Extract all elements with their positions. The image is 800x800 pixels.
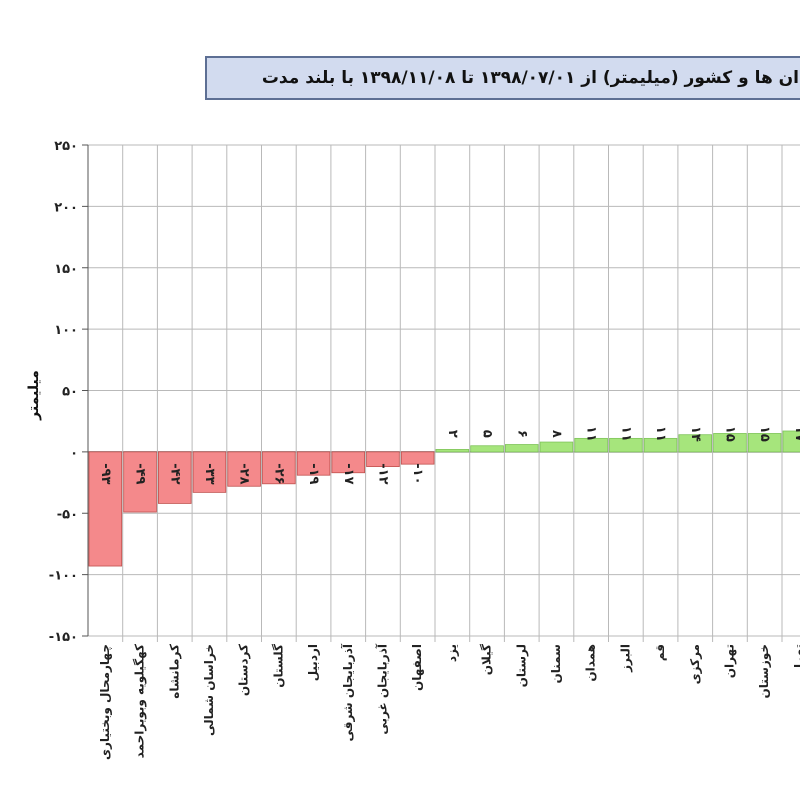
bar (400, 451, 435, 465)
y-tick-label: ۲۵۰ (54, 139, 78, 154)
category-label: اردبیل (306, 644, 320, 681)
bar (331, 451, 365, 474)
category-label: آذربایجان شرقی (340, 643, 355, 741)
y-tick-label: ۱۵۰ (54, 262, 78, 277)
category-label: یزد (445, 644, 459, 662)
bar (713, 433, 747, 453)
data-label: -۱۰ (410, 463, 425, 484)
data-label: -۲۸ (237, 463, 252, 484)
y-tick-label: -۱۰۰ (49, 569, 78, 584)
data-label: -۹۳ (98, 463, 113, 484)
category-label: سمنان (549, 644, 563, 684)
bar (88, 451, 123, 567)
data-label: -۳۳ (202, 463, 217, 484)
bar (782, 430, 800, 453)
category-label: خراسان شمالی (202, 644, 216, 736)
bar (747, 433, 782, 453)
category-label: همدان (584, 644, 598, 682)
category-label: کردستان (237, 644, 251, 696)
data-label: ۱۵ (757, 426, 772, 442)
bar (539, 441, 574, 453)
bar (227, 451, 261, 487)
bar (435, 449, 470, 453)
category-label: کهگیلویه وبویراحمد (133, 644, 148, 758)
data-label: ۵ (480, 430, 495, 438)
data-label: -۱۹ (306, 463, 321, 484)
data-label: ۱۱ (584, 426, 599, 442)
bar (574, 437, 608, 453)
category-label: اصفهان (410, 644, 424, 691)
data-label: ۱۷ (792, 426, 800, 442)
data-label: -۱۷ (341, 463, 356, 484)
data-label: ۱۱ (653, 426, 668, 442)
bar (123, 451, 157, 513)
category-label: چهارمحال وبختیاری (98, 644, 113, 760)
data-label: ۱۵ (722, 426, 737, 442)
bars (88, 430, 800, 567)
data-labels: -۹۳ -۴۹ -۴۲ -۳۳ -۲۸ -۲۶ -۱۹ -۱۷ -۱۲ -۱۰ ۲ ۵ ۶ ۸ ۱۱ ۱۱ ۱۱… (98, 426, 800, 485)
category-label: تهران (722, 644, 736, 678)
category-label: گیلان (480, 644, 494, 675)
bar (296, 451, 331, 476)
bar (366, 451, 400, 468)
category-label: آذربایجان غربی (374, 643, 389, 734)
y-tick-label: ۵۰ (62, 385, 78, 400)
y-tick-label: ۱۰۰ (54, 323, 78, 338)
data-label: -۱۲ (375, 463, 390, 484)
category-label: کرمانشاه (167, 644, 181, 699)
bar (678, 434, 713, 453)
category-label: خوزستان (757, 644, 772, 699)
category-label: لرستان (514, 644, 528, 687)
bar (192, 451, 227, 493)
category-labels: چهارمحال وبختیاری کهگیلویه وبویراحمد کرمان… (98, 643, 800, 760)
gridlines (82, 144, 800, 642)
data-label: -۲۶ (271, 463, 286, 484)
category-label: مرکزی (688, 644, 702, 684)
bar (157, 451, 192, 504)
y-tick-labels: -۱۵۰ -۱۰۰ -۵۰ ۰ ۵۰ ۱۰۰ ۱۵۰ ۲۰۰ ۲۵۰ (49, 139, 78, 645)
chart-title: ان ها و کشور (میلیمتر) از ۱۳۹۸/۰۷/۰۱ تا … (205, 56, 800, 100)
data-label: -۴۹ (133, 463, 148, 484)
bar (470, 445, 504, 453)
bar (504, 444, 539, 453)
category-label: البرز (618, 644, 632, 673)
data-label: -۴۲ (167, 463, 182, 484)
bar (262, 451, 296, 485)
category-label: تهرا (792, 644, 800, 668)
bar (609, 437, 643, 453)
data-label: ۸ (549, 430, 564, 438)
data-label: ۶ (514, 430, 529, 438)
category-label: قم (653, 644, 667, 661)
y-tick-label: -۵۰ (57, 507, 78, 522)
y-tick-label: ۲۰۰ (54, 200, 78, 215)
y-tick-label: ۰ (70, 446, 78, 461)
data-label: ۱۴ (688, 426, 703, 442)
category-label: گلستان (271, 644, 285, 688)
bar (643, 437, 678, 453)
y-tick-label: -۱۵۰ (49, 630, 78, 645)
data-label: ۲ (445, 430, 460, 438)
data-label: ۱۱ (618, 426, 633, 442)
